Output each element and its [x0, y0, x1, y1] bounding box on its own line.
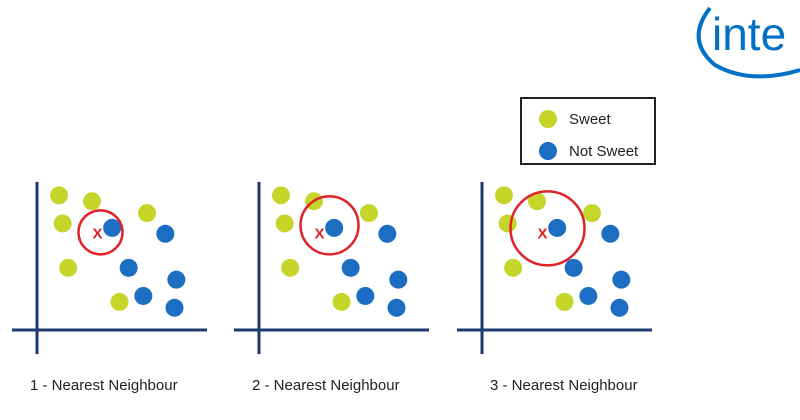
sweet-point-1: [50, 186, 68, 205]
caption-panel-3: 3 - Nearest Neighbour: [490, 377, 638, 394]
legend: Sweet Not Sweet: [520, 97, 656, 165]
not-sweet-point-5: [612, 270, 631, 289]
not-sweet-point-5: [167, 270, 186, 289]
query-marker: X: [314, 225, 324, 242]
not-sweet-point-3: [156, 224, 175, 243]
sweet-point-6: [110, 292, 129, 311]
not-sweet-point-5: [389, 270, 408, 289]
sweet-point-5: [59, 258, 78, 277]
neighbourhood-circle: [299, 195, 360, 256]
panel-3: X: [457, 182, 652, 354]
not-sweet-point-6: [610, 298, 629, 317]
panel-2: X: [234, 182, 429, 354]
sweet-point-4: [360, 204, 378, 223]
sweet-point-5: [281, 258, 300, 277]
not-sweet-point-4: [134, 286, 153, 305]
query-marker: X: [537, 225, 547, 242]
legend-swatch-not-sweet: [539, 142, 557, 160]
neighbourhood-circle: [509, 190, 586, 267]
logo-text: inte: [712, 8, 786, 60]
sweet-point-4: [138, 204, 156, 223]
sweet-point-2: [53, 214, 72, 233]
not-sweet-point-2: [564, 258, 583, 277]
panel-1: X: [12, 182, 207, 354]
sweet-point-2: [498, 214, 517, 233]
sweet-point-2: [275, 214, 294, 233]
legend-label-sweet: Sweet: [569, 110, 611, 128]
sweet-point-6: [332, 292, 351, 311]
not-sweet-point-3: [601, 224, 620, 243]
not-sweet-point-6: [387, 298, 406, 317]
sweet-point-3: [528, 192, 546, 211]
not-sweet-point-6: [165, 298, 184, 317]
sweet-point-6: [555, 292, 574, 311]
not-sweet-point-4: [356, 286, 375, 305]
sweet-point-5: [504, 258, 523, 277]
neighbourhood-circle: [77, 209, 124, 256]
not-sweet-point-1: [548, 218, 567, 237]
legend-swatch-sweet: [539, 110, 557, 128]
legend-item-not-sweet: Not Sweet: [522, 139, 638, 163]
sweet-point-3: [83, 192, 101, 211]
caption-panel-1: 1 - Nearest Neighbour: [30, 377, 178, 394]
not-sweet-point-3: [378, 224, 397, 243]
not-sweet-point-1: [325, 218, 344, 237]
not-sweet-point-2: [119, 258, 138, 277]
sweet-point-1: [495, 186, 513, 205]
sweet-point-4: [583, 204, 601, 223]
not-sweet-point-1: [103, 218, 122, 237]
not-sweet-point-4: [579, 286, 598, 305]
sweet-point-1: [272, 186, 290, 205]
not-sweet-point-2: [341, 258, 360, 277]
caption-panel-2: 2 - Nearest Neighbour: [252, 377, 400, 394]
legend-label-not-sweet: Not Sweet: [569, 142, 639, 160]
query-marker: X: [92, 225, 102, 242]
legend-item-sweet: Sweet: [522, 107, 611, 131]
intel-logo: inte: [690, 0, 800, 80]
